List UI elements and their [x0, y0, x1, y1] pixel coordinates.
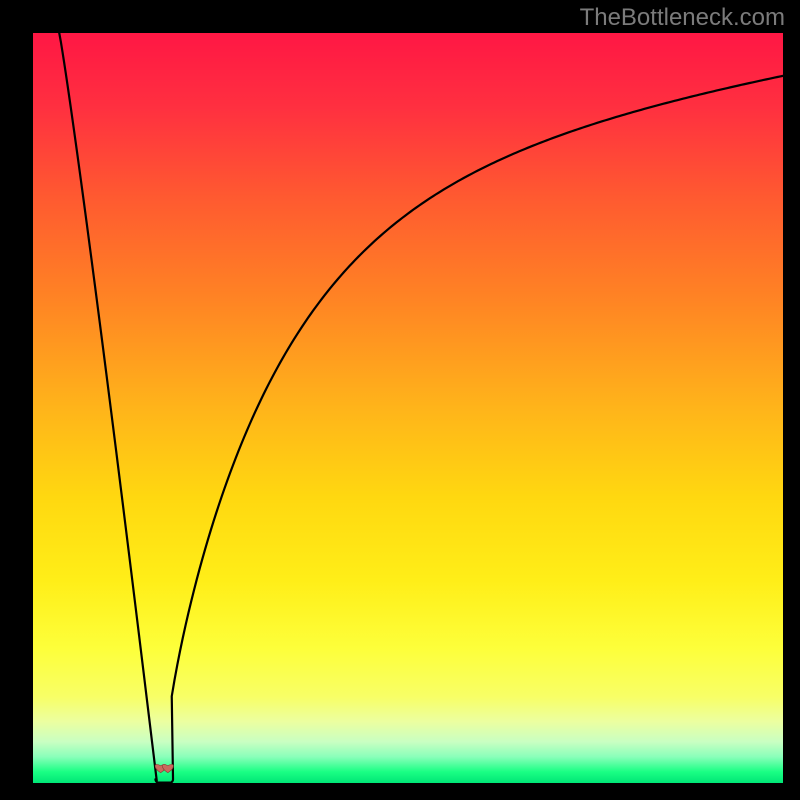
watermark-text: TheBottleneck.com — [580, 4, 785, 32]
bottleneck-curve — [59, 33, 783, 783]
well-marker-heart — [162, 764, 173, 772]
curve-layer — [33, 33, 783, 783]
chart-container: TheBottleneck.com — [0, 0, 800, 800]
plot-area — [33, 33, 783, 783]
